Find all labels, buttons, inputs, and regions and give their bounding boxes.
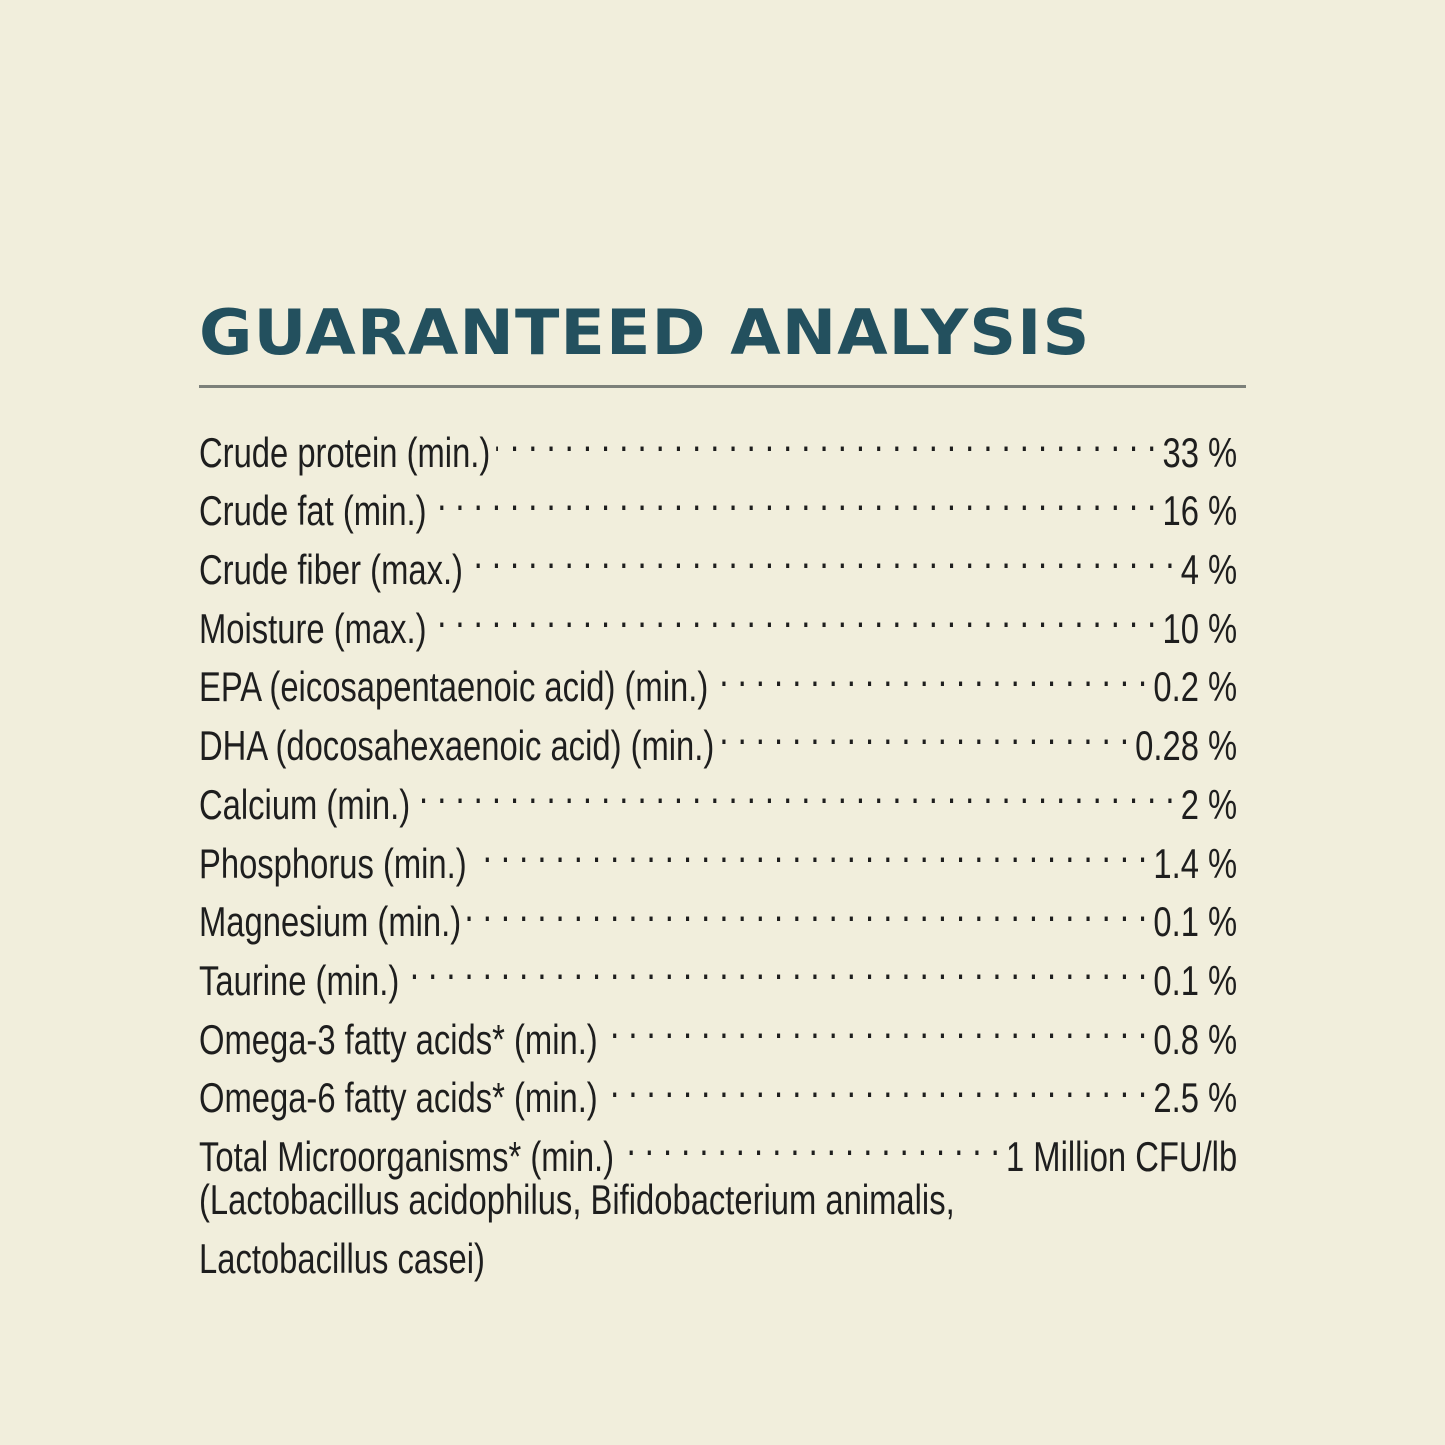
analysis-row: EPA (eicosapentaenoic acid) (min.) 0.2 % <box>199 643 1237 711</box>
dot-leader <box>473 819 1147 878</box>
dot-leader <box>467 878 1147 937</box>
analysis-row: Calcium (min.) 2 % <box>199 760 1237 828</box>
nutrient-value: 0.2 % <box>1153 663 1238 711</box>
analysis-row: Omega-6 fatty acids* (min.) 2.5 % <box>199 1054 1237 1122</box>
microorganism-note: (Lactobacillus acidophilus, Bifidobacter… <box>199 1175 955 1223</box>
dot-leader <box>406 936 1148 995</box>
nutrient-label: Total Microorganisms* (min.) <box>199 1132 615 1180</box>
dot-leader <box>604 1054 1147 1113</box>
microorganism-note: Lactobacillus casei) <box>199 1234 485 1282</box>
nutrient-value: 33 % <box>1162 428 1238 476</box>
dot-leader <box>721 701 1129 760</box>
nutrient-value: 2 % <box>1180 780 1238 828</box>
page-title: GUARANTEED ANALYSIS <box>199 296 1091 369</box>
dot-leader <box>433 584 1156 643</box>
analysis-list: Crude protein (min.)33 %Crude fat (min.)… <box>199 408 1237 1288</box>
analysis-row: Magnesium (min.)0.1 % <box>199 878 1237 946</box>
dot-leader <box>604 995 1147 1054</box>
dot-leader <box>416 760 1174 819</box>
nutrient-label: Crude fat (min.) <box>199 487 427 535</box>
analysis-row: Crude protein (min.)33 % <box>199 408 1237 476</box>
nutrient-value: 2.5 % <box>1153 1074 1238 1122</box>
dot-leader <box>620 1112 999 1171</box>
analysis-row: Omega-3 fatty acids* (min.) 0.8 % <box>199 995 1237 1063</box>
nutrient-label: EPA (eicosapentaenoic acid) (min.) <box>199 663 709 711</box>
nutrient-value: 1 Million CFU/lb <box>1005 1132 1238 1180</box>
nutrient-value: 1.4 % <box>1153 839 1238 887</box>
analysis-row: Phosphorus (min.) 1.4 % <box>199 819 1237 887</box>
nutrient-label: Calcium (min.) <box>199 780 411 828</box>
analysis-row: Moisture (max.) 10 % <box>199 584 1237 652</box>
nutrient-label: Omega-3 fatty acids* (min.) <box>199 1015 598 1063</box>
dot-leader <box>714 643 1147 702</box>
nutrient-value: 10 % <box>1162 604 1238 652</box>
nutrient-value: 0.8 % <box>1153 1015 1238 1063</box>
nutrient-value: 16 % <box>1162 487 1238 535</box>
analysis-row: Taurine (min.) 0.1 % <box>199 936 1237 1004</box>
analysis-row: Crude fat (min.) 16 % <box>199 467 1237 535</box>
nutrient-value: 0.1 % <box>1153 956 1238 1004</box>
nutrient-label: Phosphorus (min.) <box>199 839 467 887</box>
nutrient-value: 4 % <box>1180 546 1238 594</box>
dot-leader <box>469 525 1174 584</box>
nutrient-label: Crude fiber (max.) <box>199 546 463 594</box>
analysis-row: Total Microorganisms* (min.) 1 Million CF… <box>199 1112 1237 1180</box>
nutrient-label: Omega-6 fatty acids* (min.) <box>199 1074 598 1122</box>
dot-leader <box>433 467 1156 526</box>
analysis-row: Crude fiber (max.) 4 % <box>199 525 1237 593</box>
title-divider <box>199 385 1246 388</box>
dot-leader <box>497 408 1157 467</box>
nutrient-label: Moisture (max.) <box>199 604 427 652</box>
nutrient-value: 0.1 % <box>1153 898 1238 946</box>
nutrient-label: Taurine (min.) <box>199 956 400 1004</box>
